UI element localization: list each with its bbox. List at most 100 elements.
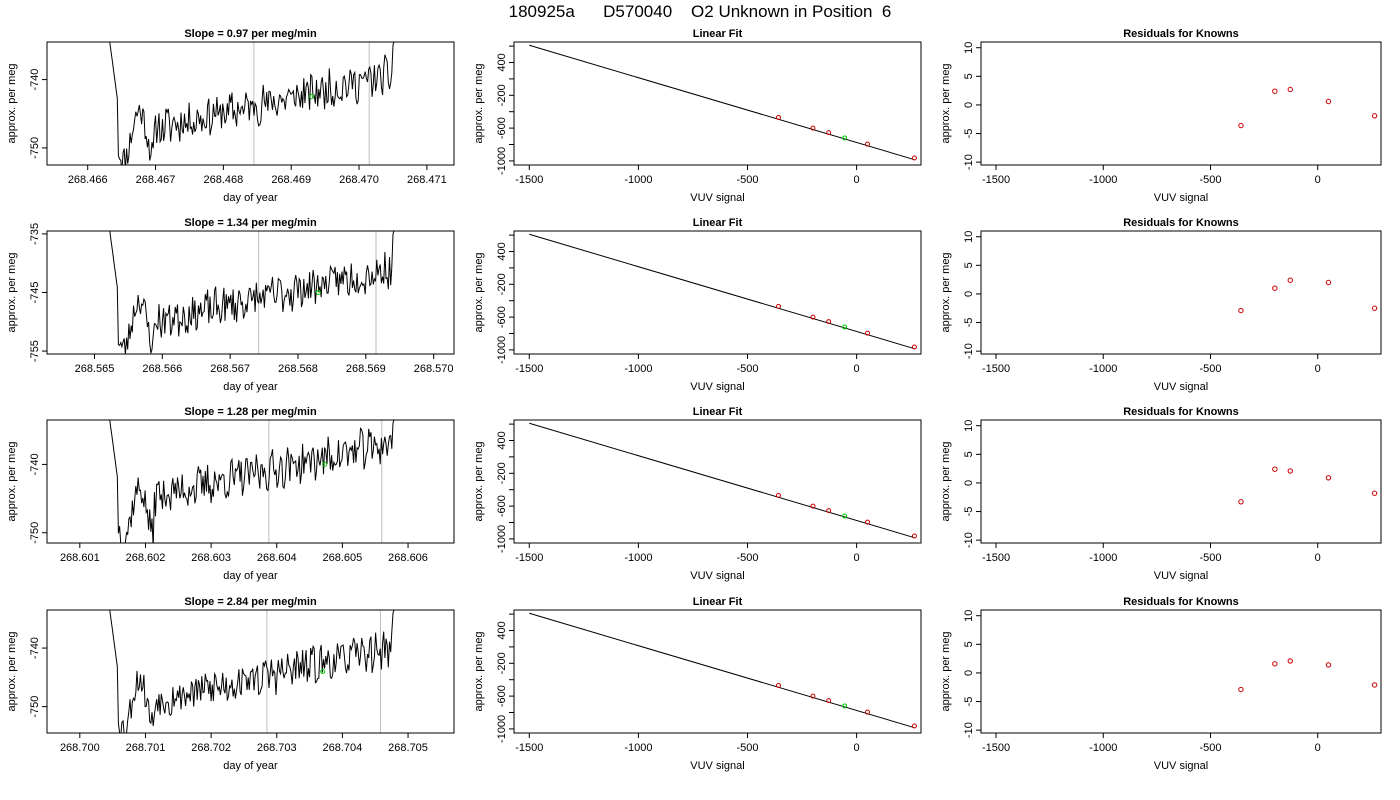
x-tick-label: -500: [736, 742, 758, 754]
y-axis-label: approx. per meg: [6, 63, 18, 143]
chart-panel: Residuals for Knowns VUV signal approx. pe…: [940, 28, 1382, 204]
x-axis-label: VUV signal: [1154, 760, 1208, 772]
x-tick-label: -1500: [982, 174, 1010, 186]
y-tick-label: -1000: [496, 336, 508, 364]
y-tick-label: -1000: [496, 715, 508, 743]
unknown-marker: [320, 669, 326, 674]
chart-title: Residuals for Knowns: [1123, 406, 1239, 418]
known-point: [826, 698, 832, 704]
y-axis-label: approx. per meg: [940, 631, 952, 711]
y-tick-label: -740: [29, 453, 41, 475]
y-tick-label: -600: [496, 117, 508, 139]
y-tick-label: -5: [963, 507, 975, 517]
y-tick-label: -750: [29, 696, 41, 718]
chart-panel: Residuals for Knowns VUV signal approx. pe…: [940, 406, 1382, 582]
y-axis-label: approx. per meg: [6, 252, 18, 332]
y-tick-label: -740: [29, 637, 41, 659]
x-tick-label: 0: [1315, 174, 1321, 186]
x-tick-label: -1500: [982, 363, 1010, 375]
y-tick-label: -10: [963, 722, 975, 738]
y-axis-label: approx. per meg: [940, 63, 952, 143]
residual-point: [1325, 662, 1332, 668]
x-tick-label: 268.704: [323, 742, 363, 754]
x-tick-label: -1500: [515, 552, 543, 564]
plot-frame: [980, 609, 1382, 734]
data-trace: [109, 231, 395, 354]
y-tick-label: 400: [496, 431, 508, 449]
unknown-point: [842, 135, 848, 141]
plot-frame: [513, 230, 922, 355]
residual-point: [1238, 122, 1244, 129]
known-point: [810, 314, 816, 320]
y-tick-label: 10: [963, 420, 975, 432]
residual-point: [1272, 466, 1278, 472]
plot-area: [109, 42, 395, 165]
y-tick-label: -10: [963, 343, 975, 359]
known-point: [865, 141, 871, 147]
plot-frame: [980, 230, 1382, 355]
x-tick-label: -500: [736, 363, 758, 375]
residual-point: [1325, 475, 1332, 481]
plot-area: [1238, 658, 1378, 693]
unknown-point: [842, 703, 848, 709]
plot-frame: [46, 41, 455, 166]
x-tick-label: 268.469: [271, 174, 311, 186]
y-tick-label: -10: [963, 532, 975, 548]
y-tick-label: -200: [496, 652, 508, 674]
x-axis-label: day of year: [223, 760, 278, 772]
x-tick-label: -1500: [515, 742, 543, 754]
plot-frame: [46, 609, 455, 734]
x-tick-label: 268.471: [407, 174, 447, 186]
x-tick-label: -1500: [515, 363, 543, 375]
x-tick-label: -1000: [1089, 363, 1117, 375]
unknown-marker: [322, 461, 328, 467]
x-tick-label: 0: [1315, 552, 1321, 564]
plot-frame: [980, 419, 1382, 544]
known-point: [810, 125, 816, 131]
x-tick-label: -500: [1199, 552, 1221, 564]
known-point: [911, 344, 917, 350]
y-tick-label: -10: [963, 154, 975, 170]
y-tick-label: -745: [29, 281, 41, 303]
x-tick-label: 268.603: [191, 552, 231, 564]
y-tick-label: -5: [963, 129, 975, 139]
x-tick-label: -1000: [624, 363, 652, 375]
x-tick-label: 0: [854, 174, 860, 186]
data-trace: [109, 420, 395, 543]
chart-title: Slope = 0.97 per meg/min: [184, 28, 317, 40]
x-tick-label: -500: [1199, 174, 1221, 186]
known-point: [826, 130, 832, 136]
x-tick-label: 268.604: [257, 552, 297, 564]
x-axis-label: day of year: [223, 192, 278, 204]
x-axis-label: VUV signal: [690, 381, 744, 393]
plot-area: [109, 610, 395, 733]
y-tick-label: 0: [963, 670, 975, 676]
y-tick-label: 400: [496, 53, 508, 71]
y-axis-label: approx. per meg: [473, 252, 485, 332]
x-tick-label: -500: [736, 174, 758, 186]
x-tick-label: -1500: [515, 174, 543, 186]
y-tick-label: 0: [963, 480, 975, 486]
y-axis-label: approx. per meg: [6, 631, 18, 711]
unknown-point: [842, 324, 848, 330]
residual-point: [1371, 490, 1378, 496]
x-axis-label: day of year: [223, 570, 278, 582]
y-tick-label: 5: [963, 73, 975, 79]
y-tick-label: -5: [963, 318, 975, 328]
page-title: 180925a D570040 O2 Unknown in Position 6: [508, 2, 892, 21]
y-tick-label: 5: [963, 641, 975, 647]
x-tick-label: -1000: [624, 552, 652, 564]
y-tick-label: -1000: [496, 147, 508, 175]
y-axis-label: approx. per meg: [940, 441, 952, 521]
y-tick-label: -740: [29, 69, 41, 91]
y-tick-label: -1000: [496, 525, 508, 553]
x-tick-label: 268.606: [388, 552, 428, 564]
known-point: [911, 723, 917, 729]
plot-frame: [513, 41, 922, 166]
x-tick-label: -1000: [1089, 742, 1117, 754]
y-tick-label: 0: [963, 291, 975, 297]
plot-area: [109, 420, 395, 543]
plot-frame: [46, 419, 455, 544]
fit-line: [529, 44, 915, 161]
x-tick-label: 268.466: [68, 174, 108, 186]
